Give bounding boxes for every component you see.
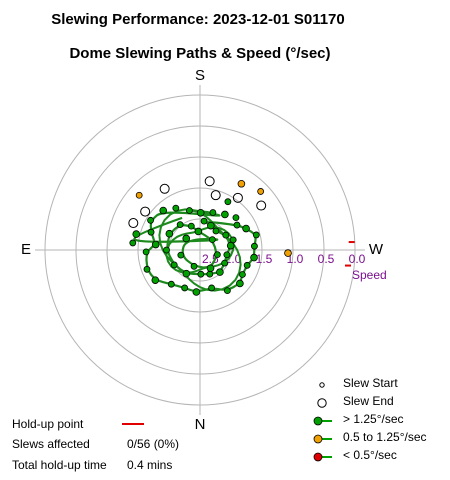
speed-point (129, 239, 137, 247)
speed-point (250, 253, 258, 262)
polar-grid (35, 85, 365, 415)
cardinal-west: W (369, 241, 384, 258)
slew-end-marker (159, 183, 170, 194)
speed-point (208, 236, 216, 244)
slew-end-marker (256, 200, 267, 211)
speed-point (192, 288, 201, 296)
slew-end-marker (204, 176, 215, 187)
slew-end-marker (140, 206, 151, 217)
speed-tick-label: 0.0 (349, 252, 366, 266)
holdup-point-label: Hold-up point (12, 417, 84, 431)
speed-point (206, 270, 214, 278)
speed-point (284, 249, 292, 257)
speed-point (213, 251, 221, 259)
speed-tick-label: 0.5 (318, 252, 335, 266)
chart-title: Slewing Performance: 2023-12-01 S01170 (51, 11, 345, 28)
speed-point (212, 227, 220, 235)
holdup-marks (344, 241, 355, 267)
speed-point (242, 224, 250, 233)
speed-point (216, 268, 224, 276)
speed-point (236, 279, 244, 288)
speed-point (200, 217, 208, 225)
speed-point (221, 259, 229, 267)
speed-point (239, 271, 246, 278)
slew-end-markers (128, 176, 267, 229)
speed-point (172, 204, 180, 212)
speed-point (147, 216, 154, 224)
speed-point (186, 207, 193, 214)
legend-slew-start-marker (319, 382, 325, 388)
legend-slew-end: Slew End (343, 394, 394, 408)
speed-point (143, 265, 151, 273)
legend-slew-start: Slew Start (343, 376, 398, 390)
holdup-stats: Hold-up point Slews affected 0/56 (0%) T… (12, 417, 179, 472)
speed-point (229, 236, 237, 244)
speed-point (181, 284, 189, 292)
legend: Slew Start Slew End > 1.25°/sec 0.5 to 1… (313, 376, 427, 462)
legend-medium-marker (313, 434, 323, 444)
speed-point (222, 231, 230, 239)
speed-point (163, 246, 170, 254)
speed-point (252, 231, 260, 239)
speed-point (206, 264, 215, 273)
speed-point (167, 280, 175, 288)
speed-point (221, 210, 229, 219)
speed-point (147, 228, 155, 236)
slew-end-marker (128, 218, 139, 229)
cardinal-north: N (195, 416, 206, 433)
legend-slow-marker (313, 452, 323, 462)
speed-point (209, 209, 217, 216)
speed-point (243, 261, 251, 269)
slew-end-marker (210, 190, 221, 201)
speed-point (197, 270, 205, 278)
speed-point (177, 251, 185, 259)
legend-medium: 0.5 to 1.25°/sec (343, 430, 427, 444)
speed-point (135, 191, 143, 199)
speed-point (196, 209, 205, 217)
speed-point (233, 221, 241, 229)
speed-point (251, 242, 258, 250)
holdup-time-label: Total hold-up time (12, 458, 107, 472)
legend-fast: > 1.25°/sec (343, 412, 404, 426)
speed-point (208, 284, 216, 292)
legend-slow: < 0.5°/sec (343, 448, 397, 462)
slews-affected-label: Slews affected (12, 437, 90, 451)
speed-point (257, 188, 265, 195)
cardinal-east: E (21, 241, 31, 258)
speed-point (142, 248, 150, 256)
speed-point (176, 221, 184, 228)
slew-points (129, 179, 292, 296)
speed-point (232, 214, 240, 222)
speed-point (182, 269, 191, 278)
slews-affected-value: 0/56 (0%) (127, 437, 179, 451)
speed-point (223, 251, 231, 259)
speed-point (190, 262, 198, 270)
speed-point (159, 206, 168, 215)
holdup-time-value: 0.4 mins (127, 458, 172, 472)
speed-point (226, 241, 235, 250)
speed-point (132, 230, 141, 238)
speed-point (151, 240, 160, 249)
slew-end-marker (232, 192, 243, 203)
speed-point (165, 229, 174, 238)
cardinal-south: S (195, 67, 205, 84)
speed-point (182, 234, 191, 243)
legend-slew-end-marker (317, 398, 327, 408)
speed-point (224, 198, 232, 206)
chart-subtitle: Dome Slewing Paths & Speed (°/sec) (69, 45, 330, 62)
legend-fast-marker (313, 416, 323, 426)
speed-point (237, 179, 246, 188)
speed-point (151, 276, 160, 284)
speed-point (187, 222, 195, 230)
speed-point (170, 261, 178, 269)
speed-point (223, 287, 231, 295)
speed-point (194, 227, 203, 236)
speed-point (207, 221, 215, 230)
speed-tick-label: 1.5 (256, 252, 273, 266)
speed-tick-labels: 2.5 2.0 1.5 1.0 0.5 0.0 (202, 252, 366, 266)
speed-axis-label: Speed (352, 268, 387, 282)
